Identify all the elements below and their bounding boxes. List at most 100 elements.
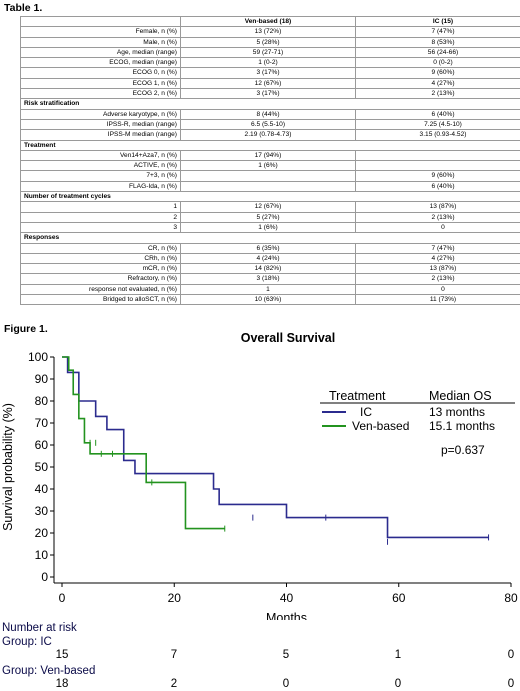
section-label: Number of treatment cycles xyxy=(20,191,520,203)
row-label: ECOG, median (range) xyxy=(20,57,181,69)
survival-chart: Overall Survival 0 10 20 30 40 50 60 70 80 90 100 0 2… xyxy=(1,331,518,620)
ic-value xyxy=(355,149,520,162)
y-tick-label: 50 xyxy=(35,460,49,474)
row-label: Age, median (range) xyxy=(20,46,181,59)
ic-value: 6 (40%) xyxy=(355,108,520,120)
table-row: ECOG 1, n (%) 12 (67%) 4 (27%) xyxy=(20,77,520,90)
table-row: CRh, n (%) 4 (24%) 4 (27%) xyxy=(20,252,520,265)
row-label: mCR, n (%) xyxy=(20,263,181,275)
ven-value: 12 (67%) xyxy=(180,201,356,213)
x-tick-label: 0 xyxy=(59,591,66,605)
characteristics-table: Ven-based (18) IC (15) Female, n (%) 13 (72… xyxy=(20,15,520,306)
table-row: ECOG 0, n (%) 3 (17%) 9 (60%) xyxy=(20,67,520,79)
y-tick-label: 60 xyxy=(35,438,49,452)
ic-value: 7.25 (4.5-10) xyxy=(355,118,520,131)
table-row: Male, n (%) 5 (28%) 8 (53%) xyxy=(20,36,520,48)
ic-value: 2 (13%) xyxy=(355,273,520,285)
ic-value: 4 (27%) xyxy=(355,77,520,90)
row-label: response not evaluated, n (%) xyxy=(20,283,181,296)
ven-value xyxy=(180,170,356,182)
ic-value: 0 xyxy=(355,283,520,296)
ven-value: 3 (17%) xyxy=(180,88,356,100)
row-label: ECOG 1, n (%) xyxy=(20,77,181,90)
ven-value: 1 (6%) xyxy=(180,160,356,172)
x-tick-label: 40 xyxy=(280,591,294,605)
row-label: 7+3, n (%) xyxy=(20,170,181,182)
risk-count-ven: 18 xyxy=(55,678,69,690)
section-label: Treatment xyxy=(20,139,520,151)
table-header-row: Ven-based (18) IC (15) xyxy=(20,15,520,28)
table-row: response not evaluated, n (%) 1 0 xyxy=(20,283,520,296)
ic-value: 56 (24-66) xyxy=(355,46,520,59)
x-axis-label: Months xyxy=(266,611,307,620)
ven-value: 5 (27%) xyxy=(180,211,356,223)
section-row: Risk stratification xyxy=(20,98,520,110)
legend-series-median: 15.1 months xyxy=(429,419,495,433)
row-label: Ven14+Aza7, n (%) xyxy=(20,149,181,162)
row-label: ECOG 2, n (%) xyxy=(20,88,181,100)
table-row: mCR, n (%) 14 (82%) 13 (87%) xyxy=(20,263,520,275)
x-tick-label: 80 xyxy=(504,591,518,605)
ic-value: 7 (47%) xyxy=(355,242,520,254)
ic-value: 2 (13%) xyxy=(355,211,520,223)
row-label: Male, n (%) xyxy=(20,36,181,48)
risk-count-ic: 0 xyxy=(507,649,515,661)
table-row: Ven14+Aza7, n (%) 17 (94%) xyxy=(20,149,520,162)
table-row: CR, n (%) 6 (35%) 7 (47%) xyxy=(20,242,520,254)
row-label: CRh, n (%) xyxy=(20,252,181,265)
risk-group-ic-label: Group: IC xyxy=(2,636,52,648)
table-row: Bridged to alloSCT, n (%) 10 (63%) 11 (73%… xyxy=(20,294,520,306)
row-label: Female, n (%) xyxy=(20,26,181,38)
legend-series-name: IC xyxy=(360,405,372,419)
table-row: ECOG 2, n (%) 3 (17%) 2 (13%) xyxy=(20,88,520,100)
ic-value: 8 (53%) xyxy=(355,36,520,48)
legend-stat-title: Median OS xyxy=(429,389,492,403)
ic-value: 11 (73%) xyxy=(355,294,520,306)
y-tick-label: 70 xyxy=(35,416,49,430)
ven-value: 1 (6%) xyxy=(180,221,356,234)
row-label: IPSS-M median (range) xyxy=(20,129,181,141)
chart-title: Overall Survival xyxy=(241,331,336,345)
y-tick-label: 30 xyxy=(35,504,49,518)
table-title: Table 1. xyxy=(4,2,43,14)
table-row: IPSS-R, median (range) 6.5 (5.5-10) 7.25 (… xyxy=(20,118,520,131)
table-row: Female, n (%) 13 (72%) 7 (47%) xyxy=(20,26,520,38)
ic-value: 7 (47%) xyxy=(355,26,520,38)
row-label: CR, n (%) xyxy=(20,242,181,254)
legend-series-name: Ven-based xyxy=(352,419,409,433)
ven-value: 3 (18%) xyxy=(180,273,356,285)
table-row: Refractory, n (%) 3 (18%) 2 (13%) xyxy=(20,273,520,285)
figure-title: Figure 1. xyxy=(4,323,48,335)
ven-value: 5 (28%) xyxy=(180,36,356,48)
y-tick-label: 0 xyxy=(41,570,48,584)
ic-value: 13 (87%) xyxy=(355,263,520,275)
legend-series-median: 13 months xyxy=(429,405,485,419)
section-row: Responses xyxy=(20,232,520,244)
ic-value: 9 (60%) xyxy=(355,67,520,79)
ven-value: 6 (35%) xyxy=(180,242,356,254)
y-tick-label: 100 xyxy=(28,350,48,364)
risk-count-ic: 7 xyxy=(170,649,178,661)
section-label: Responses xyxy=(20,232,520,244)
ven-value: 59 (27-71) xyxy=(180,46,356,59)
ven-value: 17 (94%) xyxy=(180,149,356,162)
row-label: ACTIVE, n (%) xyxy=(20,160,181,172)
table-row: 7+3, n (%) 9 (60%) xyxy=(20,170,520,182)
risk-title: Number at risk xyxy=(2,622,77,634)
legend-title: Treatment xyxy=(329,389,386,403)
risk-count-ic: 15 xyxy=(55,649,69,661)
table-row: ECOG, median (range) 1 (0-2) 0 (0-2) xyxy=(20,57,520,69)
y-tick-label: 80 xyxy=(35,394,49,408)
ic-value: 0 (0-2) xyxy=(355,57,520,69)
section-row: Number of treatment cycles xyxy=(20,191,520,203)
risk-count-ven: 0 xyxy=(282,678,290,690)
header-cell: IC (15) xyxy=(355,15,520,28)
header-cell: Ven-based (18) xyxy=(180,15,356,28)
ic-value: 3.15 (0.93-4.52) xyxy=(355,129,520,141)
row-label: Bridged to alloSCT, n (%) xyxy=(20,294,181,306)
ic-value: 0 xyxy=(355,221,520,234)
ven-value: 8 (44%) xyxy=(180,108,356,120)
ven-value: 6.5 (5.5-10) xyxy=(180,118,356,131)
